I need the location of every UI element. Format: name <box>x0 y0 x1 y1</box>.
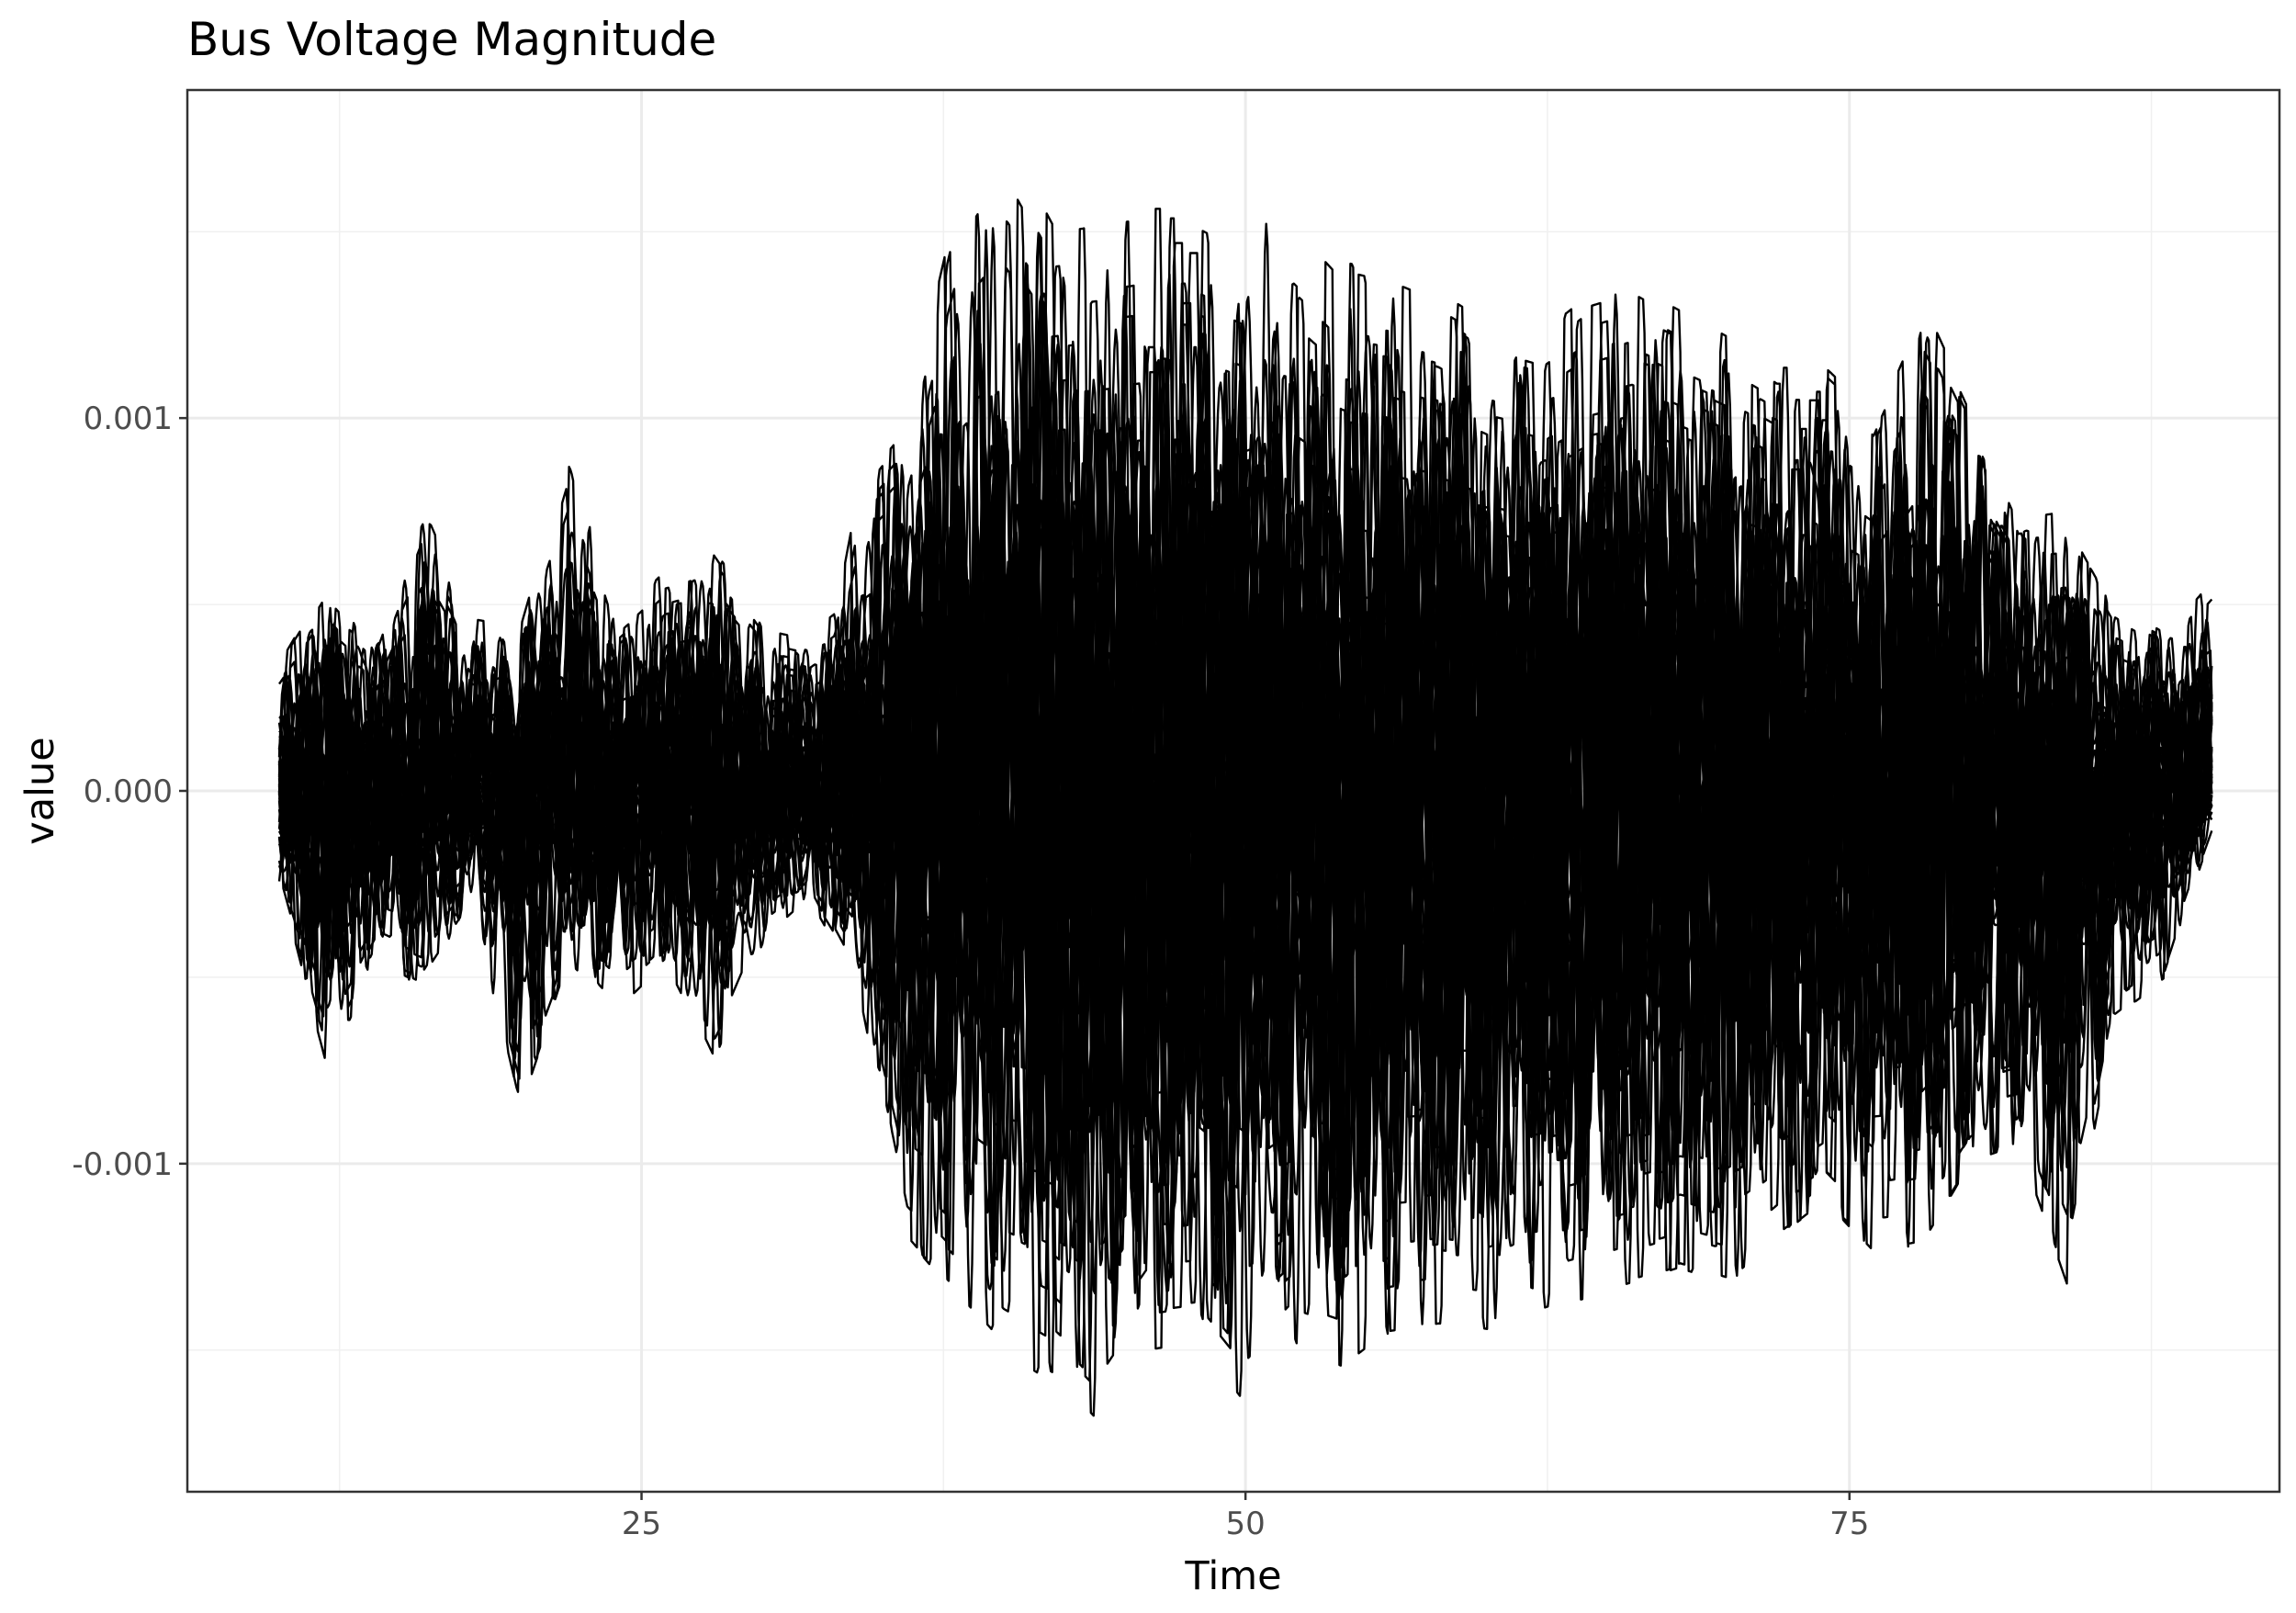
x-tick-label: 75 <box>1829 1506 1869 1542</box>
y-tick-label: 0.001 <box>84 400 173 437</box>
series-line <box>277 198 2213 1417</box>
x-tick-label: 25 <box>622 1506 661 1542</box>
chart-title: Bus Voltage Magnitude <box>187 13 716 66</box>
series-line <box>277 208 2213 1374</box>
series-line <box>277 217 2213 1350</box>
series-line <box>278 383 2213 1224</box>
y-tick-label: 0.000 <box>84 773 173 810</box>
series-line <box>277 381 2213 1247</box>
series-lines <box>277 198 2213 1417</box>
y-tick-label: -0.001 <box>72 1146 173 1183</box>
series-line <box>278 371 2213 1246</box>
x-axis: 25 50 75 <box>622 1492 1869 1542</box>
y-axis-title: value <box>17 737 63 844</box>
x-tick-label: 50 <box>1226 1506 1266 1542</box>
y-axis: -0.001 0.000 0.001 <box>72 400 187 1183</box>
x-axis-title: Time <box>1184 1553 1281 1599</box>
series-line <box>278 230 2213 1397</box>
